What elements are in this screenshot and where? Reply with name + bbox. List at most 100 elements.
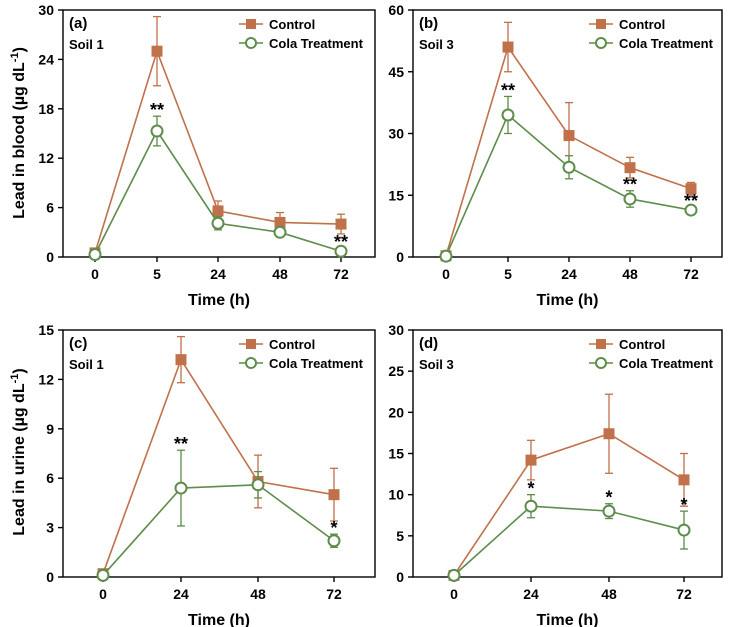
legend-label-cola: Cola Treatment [619, 36, 714, 51]
data-point-control [603, 428, 615, 440]
x-tick-label: 0 [99, 586, 107, 602]
y-tick-label: 0 [46, 569, 54, 585]
soil-label: Soil 1 [69, 37, 104, 52]
legend: Control Cola Treatment [239, 17, 364, 51]
series-control [97, 335, 340, 580]
significance-mark: ** [623, 175, 637, 195]
legend-marker-cola [595, 357, 607, 369]
y-tick-label: 30 [388, 126, 404, 142]
y-tick-label: 15 [38, 322, 54, 338]
x-tick-label: 0 [91, 266, 99, 282]
x-tick-label: 48 [622, 266, 638, 282]
y-tick-label: 0 [396, 249, 404, 265]
data-point-control [328, 489, 340, 501]
x-tick-label: 48 [272, 266, 288, 282]
legend: Control Cola Treatment [589, 17, 714, 51]
data-point-cola [684, 203, 698, 217]
data-point-cola [211, 216, 225, 230]
x-tick-label: 48 [601, 586, 617, 602]
data-point-control [624, 162, 636, 174]
legend-label-cola: Cola Treatment [619, 356, 714, 371]
y-tick-label: 25 [388, 363, 404, 379]
soil-label: Soil 1 [69, 357, 104, 372]
significance-mark: * [605, 488, 612, 508]
x-tick-label: 72 [683, 266, 699, 282]
x-axis-title: Time (h) [188, 612, 250, 627]
data-point-control [502, 41, 514, 53]
y-tick-label: 20 [388, 404, 404, 420]
data-point-cola [524, 499, 538, 513]
series-cola [439, 95, 698, 263]
significance-mark: ** [501, 80, 515, 100]
data-point-cola [334, 244, 348, 258]
x-axis-title: Time (h) [537, 292, 599, 309]
y-axis-title-blood-text: Lead in blood (µg dL [11, 62, 28, 219]
legend-label-control: Control [269, 337, 315, 352]
data-point-control [151, 45, 163, 57]
y-axis-title-blood-close: ) [11, 47, 28, 52]
legend-marker-cola [245, 357, 257, 369]
y-tick-label: 45 [388, 64, 404, 80]
series-cola [88, 115, 348, 262]
chart-panel-4: 0 5 10 15 20 25 30 0 24 48 72 Time (h) (d) Soil 3 Cont… [388, 322, 723, 627]
x-axis-title: Time (h) [188, 292, 250, 309]
y-axis-title-urine: Lead in urine (µg dL-1) [9, 368, 28, 535]
legend-marker-control [246, 339, 256, 349]
y-tick-label: 15 [388, 446, 404, 462]
y-axis-title-urine-sup: -1 [9, 374, 21, 384]
series-control [440, 21, 697, 262]
legend-label-control: Control [619, 337, 665, 352]
data-point-control [335, 218, 347, 230]
y-tick-label: 0 [46, 249, 54, 265]
series-line [94, 129, 342, 255]
x-tick-label: 72 [326, 586, 342, 602]
y-axis-title-urine-close: ) [11, 368, 28, 373]
x-tick-label: 0 [442, 266, 450, 282]
y-tick-label: 18 [38, 101, 54, 117]
y-tick-label: 3 [46, 520, 54, 536]
data-point-control [563, 130, 575, 142]
data-point-control [525, 454, 537, 466]
data-point-cola [677, 523, 691, 537]
legend-marker-control [596, 19, 606, 29]
legend-marker-control [596, 339, 606, 349]
x-tick-label: 72 [333, 266, 349, 282]
y-tick-label: 30 [38, 2, 54, 18]
legend: Control Cola Treatment [239, 337, 364, 371]
series-control [448, 393, 690, 581]
y-axis-title-blood: Lead in blood (µg dL-1) [9, 47, 28, 219]
chart-panel-2: 0 15 30 45 60 0 5 24 48 72 Time (h) (b) Soil 3 Contro… [388, 2, 723, 309]
soil-label: Soil 3 [419, 357, 454, 372]
data-point-cola [562, 160, 576, 174]
data-point-cola [150, 124, 164, 138]
x-tick-label: 72 [676, 586, 692, 602]
x-tick-label: 5 [504, 266, 512, 282]
x-tick-label: 5 [153, 266, 161, 282]
x-tick-label: 48 [250, 586, 266, 602]
y-tick-label: 15 [388, 187, 404, 203]
chart-panel-1: 0 6 12 18 24 30 0 5 24 48 72 Time (h) (a) Soil 1 Contr… [38, 2, 376, 309]
legend-label-control: Control [619, 17, 665, 32]
data-point-cola [447, 568, 461, 582]
x-axis-title: Time (h) [537, 612, 599, 627]
legend-marker-cola [245, 37, 257, 49]
data-point-control [212, 205, 224, 217]
plot-frame [62, 9, 376, 258]
plot-frame [62, 329, 376, 578]
x-tick-label: 24 [561, 266, 577, 282]
series-cola [96, 449, 341, 582]
data-point-cola [327, 534, 341, 548]
y-tick-label: 12 [38, 150, 54, 166]
series-line [453, 432, 685, 576]
panel-label: (d) [419, 335, 438, 352]
legend-marker-control [246, 19, 256, 29]
y-tick-label: 0 [396, 569, 404, 585]
significance-mark: * [330, 518, 337, 538]
y-tick-label: 10 [388, 487, 404, 503]
series-line [453, 505, 685, 576]
data-point-cola [602, 504, 616, 518]
y-tick-label: 12 [38, 371, 54, 387]
data-point-cola [273, 225, 287, 239]
x-tick-label: 24 [210, 266, 226, 282]
